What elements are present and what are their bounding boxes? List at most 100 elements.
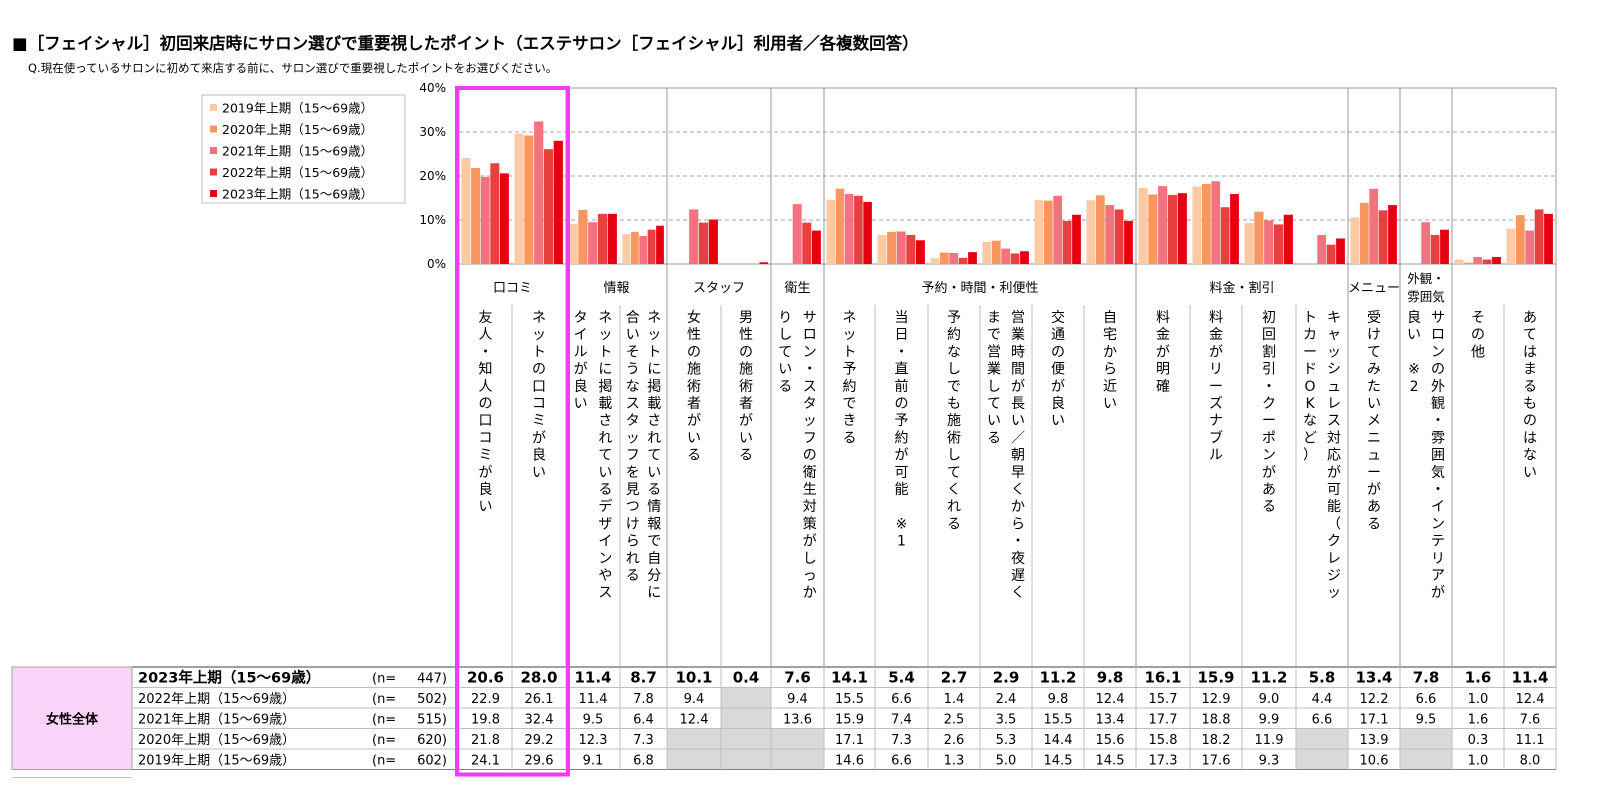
group-label: 口コミ — [493, 281, 532, 296]
table-value: 7.6 — [1520, 713, 1541, 728]
category-label: ネットに掲載されている情報で自分に — [647, 310, 661, 601]
table-value: 17.1 — [835, 733, 864, 748]
bar — [835, 188, 845, 264]
table-value: 13.4 — [1355, 669, 1392, 687]
table-value: 12.4 — [680, 713, 709, 728]
bar — [1177, 193, 1187, 264]
bar — [568, 223, 578, 264]
category-label: サロン・スタッフの衛生対策がしっか — [803, 310, 817, 601]
table-value: 11.2 — [1039, 669, 1076, 687]
table-empty-cell — [667, 728, 721, 749]
bar — [1378, 210, 1388, 264]
table-empty-cell — [667, 749, 721, 770]
category-label: ネットの口コミが良い — [532, 310, 546, 481]
table-value: 9.9 — [1259, 713, 1280, 728]
bar — [1369, 188, 1379, 264]
bar — [1359, 202, 1369, 264]
bar — [1515, 215, 1525, 264]
table-value: 6.6 — [1312, 713, 1333, 728]
bar — [991, 240, 1001, 264]
bar — [1105, 205, 1115, 264]
table-value: 1.0 — [1468, 692, 1489, 707]
table-value: 17.7 — [1149, 713, 1178, 728]
table-empty-cell — [721, 749, 771, 770]
highlight-frame — [455, 86, 570, 777]
bar — [826, 199, 836, 264]
group-label: 衛生 — [784, 281, 810, 296]
table-value: 22.9 — [471, 692, 500, 707]
category-label: キャッシュレス対応が可能（クレジッ — [1327, 310, 1341, 601]
bar — [1020, 251, 1029, 264]
table-value: 2.5 — [944, 713, 965, 728]
table-value: 9.1 — [583, 754, 604, 769]
table-value: 9.3 — [1259, 754, 1280, 769]
bar — [1534, 209, 1544, 264]
bar — [1167, 194, 1178, 264]
survey-question: Q.現在使っているサロンに初めて来店する前に、サロン選びで重要視したポイントをお… — [28, 61, 558, 75]
category-label: 予約なしでも施術してくれる — [947, 310, 961, 532]
legend-swatch — [210, 168, 217, 176]
bar — [958, 257, 968, 264]
table-value: 9.5 — [1416, 713, 1437, 728]
table-value: 17.6 — [1202, 754, 1231, 769]
table-empty-cell — [771, 749, 824, 770]
bar — [524, 135, 534, 264]
category-label: その他 — [1471, 310, 1485, 360]
table-value: 8.7 — [630, 669, 657, 687]
table-value: 11.9 — [1255, 733, 1284, 748]
table-value: 11.4 — [574, 669, 611, 687]
legend-label: 2021年上期（15～69歳） — [222, 144, 373, 159]
table-value: 6.8 — [633, 754, 654, 769]
category-label: 男性の施術者がいる — [739, 310, 753, 464]
legend-swatch — [210, 147, 217, 154]
bar — [863, 201, 872, 264]
y-tick-label: 40% — [419, 81, 446, 95]
category-label: サロンの外観・雰囲気・インテリアが — [1431, 310, 1445, 601]
table-value: 14.6 — [835, 754, 864, 769]
table-value: 11.2 — [1250, 669, 1287, 687]
table-empty-cell — [1400, 728, 1452, 749]
category-label: トカード O K など） — [1303, 310, 1317, 464]
group-label: 雰囲気 — [1407, 289, 1445, 304]
category-label: タイルが良い — [574, 310, 588, 412]
table-value: 0.3 — [1468, 733, 1489, 748]
legend-label: 2020年上期（15～69歳） — [222, 122, 373, 137]
table-value: 2.9 — [993, 669, 1020, 687]
bar — [1095, 195, 1105, 264]
table-value: 2.7 — [941, 669, 968, 687]
category-label: 初回割引・クーポンがある — [1262, 309, 1276, 515]
bar — [896, 231, 906, 264]
bar — [1482, 259, 1492, 264]
table-value: 14.4 — [1044, 733, 1073, 748]
table-value: 0.4 — [733, 669, 760, 687]
bar — [1283, 214, 1293, 264]
bar — [1043, 200, 1053, 264]
bar — [1148, 194, 1158, 264]
table-n-label: (n= — [372, 733, 396, 748]
table-value: 7.8 — [633, 692, 654, 707]
table-value: 4.4 — [1312, 692, 1333, 707]
bar — [1062, 220, 1072, 264]
table-value: 6.6 — [891, 754, 912, 769]
table-value: 13.9 — [1360, 733, 1389, 748]
bar — [578, 209, 588, 264]
table-n-value: 515) — [417, 713, 447, 728]
table-empty-cell — [721, 687, 771, 708]
bar — [1211, 181, 1221, 264]
y-tick-label: 20% — [419, 169, 446, 183]
bar — [1086, 200, 1096, 264]
table-value: 7.8 — [1413, 669, 1440, 687]
bar — [1326, 244, 1336, 264]
bar — [1264, 220, 1274, 264]
bar — [698, 222, 709, 264]
table-value: 17.1 — [1360, 713, 1389, 728]
table-value: 9.4 — [787, 692, 808, 707]
bar — [1201, 183, 1211, 264]
bar — [1454, 259, 1464, 264]
bar — [844, 194, 854, 264]
table-n-value: 447) — [417, 672, 447, 687]
table-value: 12.3 — [579, 733, 608, 748]
category-label: 良い ※ 2 — [1407, 310, 1421, 395]
bar — [1336, 238, 1345, 264]
table-value: 29.6 — [525, 754, 554, 769]
